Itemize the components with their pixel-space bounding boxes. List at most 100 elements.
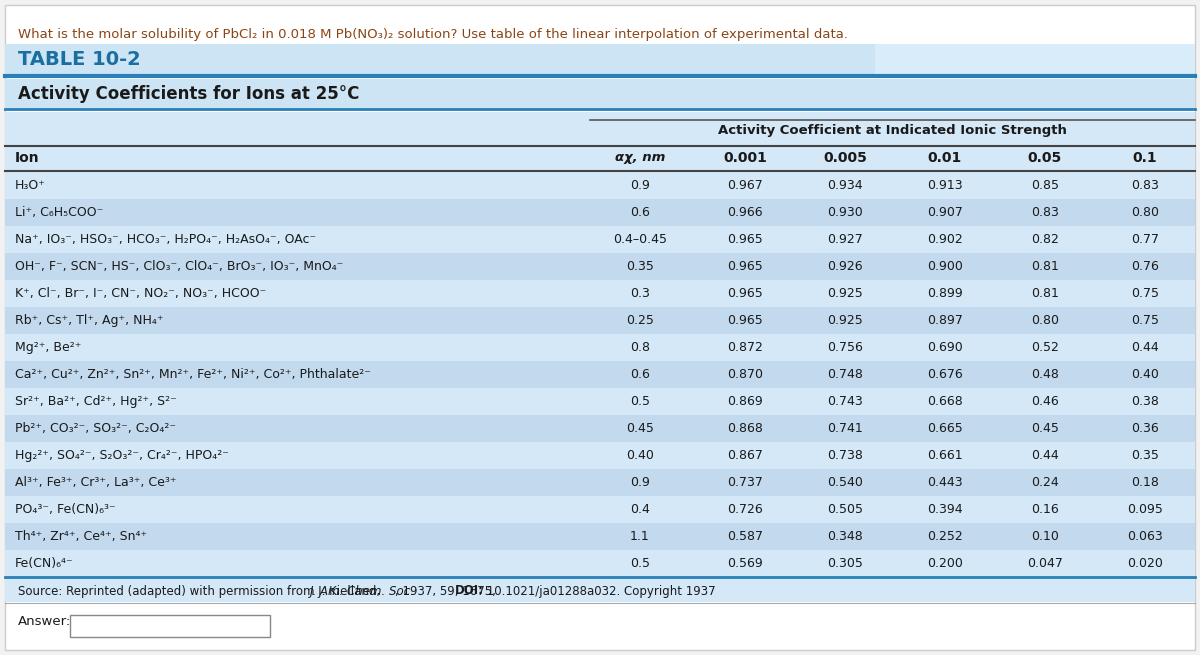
- Text: 0.001: 0.001: [724, 151, 767, 165]
- Text: 0.3: 0.3: [630, 287, 650, 300]
- Text: 0.926: 0.926: [827, 260, 863, 273]
- Text: 0.897: 0.897: [928, 314, 962, 327]
- Text: 0.965: 0.965: [727, 287, 763, 300]
- Text: 1.1: 1.1: [630, 530, 650, 543]
- FancyBboxPatch shape: [5, 307, 1195, 334]
- FancyBboxPatch shape: [5, 496, 1195, 523]
- Text: 0.907: 0.907: [928, 206, 962, 219]
- Text: 0.965: 0.965: [727, 233, 763, 246]
- Text: 0.665: 0.665: [928, 422, 962, 435]
- Text: 0.77: 0.77: [1132, 233, 1159, 246]
- Text: 0.965: 0.965: [727, 314, 763, 327]
- Text: OH⁻, F⁻, SCN⁻, HS⁻, ClO₃⁻, ClO₄⁻, BrO₃⁻, IO₃⁻, MnO₄⁻: OH⁻, F⁻, SCN⁻, HS⁻, ClO₃⁻, ClO₄⁻, BrO₃⁻,…: [14, 260, 343, 273]
- Text: 0.05: 0.05: [1028, 151, 1062, 165]
- FancyBboxPatch shape: [5, 469, 1195, 496]
- Text: 0.756: 0.756: [827, 341, 863, 354]
- Text: αχ, nm: αχ, nm: [614, 151, 665, 164]
- Text: 0.5: 0.5: [630, 395, 650, 408]
- Text: 0.6: 0.6: [630, 206, 650, 219]
- FancyBboxPatch shape: [5, 5, 1195, 650]
- Text: 0.047: 0.047: [1027, 557, 1063, 570]
- Text: 0.741: 0.741: [827, 422, 863, 435]
- Text: Mg²⁺, Be²⁺: Mg²⁺, Be²⁺: [14, 341, 82, 354]
- Text: 0.967: 0.967: [727, 179, 763, 192]
- FancyBboxPatch shape: [5, 388, 1195, 415]
- Text: , 1937, 59, 1675,: , 1937, 59, 1675,: [395, 584, 499, 597]
- FancyBboxPatch shape: [5, 79, 1195, 109]
- FancyBboxPatch shape: [5, 226, 1195, 253]
- Text: 0.737: 0.737: [727, 476, 763, 489]
- Text: 0.6: 0.6: [630, 368, 650, 381]
- Text: 0.020: 0.020: [1127, 557, 1163, 570]
- Text: 0.200: 0.200: [928, 557, 962, 570]
- Text: 0.305: 0.305: [827, 557, 863, 570]
- Text: K⁺, Cl⁻, Br⁻, I⁻, CN⁻, NO₂⁻, NO₃⁻, HCOO⁻: K⁺, Cl⁻, Br⁻, I⁻, CN⁻, NO₂⁻, NO₃⁻, HCOO⁻: [14, 287, 266, 300]
- Text: 0.063: 0.063: [1127, 530, 1163, 543]
- FancyBboxPatch shape: [5, 442, 1195, 469]
- Text: 0.743: 0.743: [827, 395, 863, 408]
- Text: Activity Coefficients for Ions at 25°C: Activity Coefficients for Ions at 25°C: [18, 85, 359, 103]
- Text: 0.16: 0.16: [1031, 503, 1058, 516]
- Text: Rb⁺, Cs⁺, Tl⁺, Ag⁺, NH₄⁺: Rb⁺, Cs⁺, Tl⁺, Ag⁺, NH₄⁺: [14, 314, 163, 327]
- Text: 0.394: 0.394: [928, 503, 962, 516]
- Text: 0.45: 0.45: [626, 422, 654, 435]
- Text: 0.872: 0.872: [727, 341, 763, 354]
- Text: J. Am. Chem. Soc.: J. Am. Chem. Soc.: [310, 584, 415, 597]
- Text: TABLE 10-2: TABLE 10-2: [18, 50, 140, 69]
- Text: 0.40: 0.40: [1132, 368, 1159, 381]
- Text: Sr²⁺, Ba²⁺, Cd²⁺, Hg²⁺, S²⁻: Sr²⁺, Ba²⁺, Cd²⁺, Hg²⁺, S²⁻: [14, 395, 176, 408]
- Text: Al³⁺, Fe³⁺, Cr³⁺, La³⁺, Ce³⁺: Al³⁺, Fe³⁺, Cr³⁺, La³⁺, Ce³⁺: [14, 476, 176, 489]
- Text: 0.46: 0.46: [1031, 395, 1058, 408]
- Text: 0.81: 0.81: [1031, 287, 1058, 300]
- Text: 0.966: 0.966: [727, 206, 763, 219]
- Text: 0.35: 0.35: [626, 260, 654, 273]
- Text: 0.661: 0.661: [928, 449, 962, 462]
- Text: 0.748: 0.748: [827, 368, 863, 381]
- Text: 0.35: 0.35: [1132, 449, 1159, 462]
- FancyBboxPatch shape: [5, 334, 1195, 361]
- Text: 0.869: 0.869: [727, 395, 763, 408]
- Text: Na⁺, IO₃⁻, HSO₃⁻, HCO₃⁻, H₂PO₄⁻, H₂AsO₄⁻, OAc⁻: Na⁺, IO₃⁻, HSO₃⁻, HCO₃⁻, H₂PO₄⁻, H₂AsO₄⁻…: [14, 233, 316, 246]
- Text: Fe(CN)₆⁴⁻: Fe(CN)₆⁴⁻: [14, 557, 73, 570]
- Text: Answer:: Answer:: [18, 615, 71, 628]
- Text: 0.930: 0.930: [827, 206, 863, 219]
- Text: 0.40: 0.40: [626, 449, 654, 462]
- Text: 0.925: 0.925: [827, 314, 863, 327]
- Text: Li⁺, C₆H₅COO⁻: Li⁺, C₆H₅COO⁻: [14, 206, 103, 219]
- Text: 0.8: 0.8: [630, 341, 650, 354]
- Text: 0.9: 0.9: [630, 476, 650, 489]
- FancyBboxPatch shape: [875, 44, 1195, 76]
- Text: 0.927: 0.927: [827, 233, 863, 246]
- Text: 0.80: 0.80: [1031, 314, 1060, 327]
- Text: 0.44: 0.44: [1031, 449, 1058, 462]
- Text: 0.36: 0.36: [1132, 422, 1159, 435]
- Text: 0.82: 0.82: [1031, 233, 1058, 246]
- Text: 0.252: 0.252: [928, 530, 962, 543]
- FancyBboxPatch shape: [5, 112, 1195, 602]
- Text: 0.76: 0.76: [1132, 260, 1159, 273]
- Text: 0.5: 0.5: [630, 557, 650, 570]
- Text: 0.48: 0.48: [1031, 368, 1058, 381]
- Text: 0.1: 0.1: [1133, 151, 1157, 165]
- FancyBboxPatch shape: [5, 280, 1195, 307]
- Text: 0.676: 0.676: [928, 368, 962, 381]
- Text: 0.44: 0.44: [1132, 341, 1159, 354]
- Text: 0.348: 0.348: [827, 530, 863, 543]
- Text: 0.38: 0.38: [1132, 395, 1159, 408]
- Text: 0.75: 0.75: [1132, 287, 1159, 300]
- Text: 0.83: 0.83: [1031, 206, 1058, 219]
- Text: Hg₂²⁺, SO₄²⁻, S₂O₃²⁻, Cr₄²⁻, HPO₄²⁻: Hg₂²⁺, SO₄²⁻, S₂O₃²⁻, Cr₄²⁻, HPO₄²⁻: [14, 449, 229, 462]
- Text: 0.443: 0.443: [928, 476, 962, 489]
- Text: 0.900: 0.900: [928, 260, 962, 273]
- Text: 0.925: 0.925: [827, 287, 863, 300]
- Text: 0.868: 0.868: [727, 422, 763, 435]
- Text: H₃O⁺: H₃O⁺: [14, 179, 46, 192]
- Text: 0.005: 0.005: [823, 151, 866, 165]
- Text: 0.81: 0.81: [1031, 260, 1058, 273]
- Text: 0.587: 0.587: [727, 530, 763, 543]
- Text: 0.726: 0.726: [727, 503, 763, 516]
- Text: 0.9: 0.9: [630, 179, 650, 192]
- Text: 10.1021/ja01288a032. Copyright 1937: 10.1021/ja01288a032. Copyright 1937: [482, 584, 715, 597]
- Text: 0.934: 0.934: [827, 179, 863, 192]
- FancyBboxPatch shape: [5, 523, 1195, 550]
